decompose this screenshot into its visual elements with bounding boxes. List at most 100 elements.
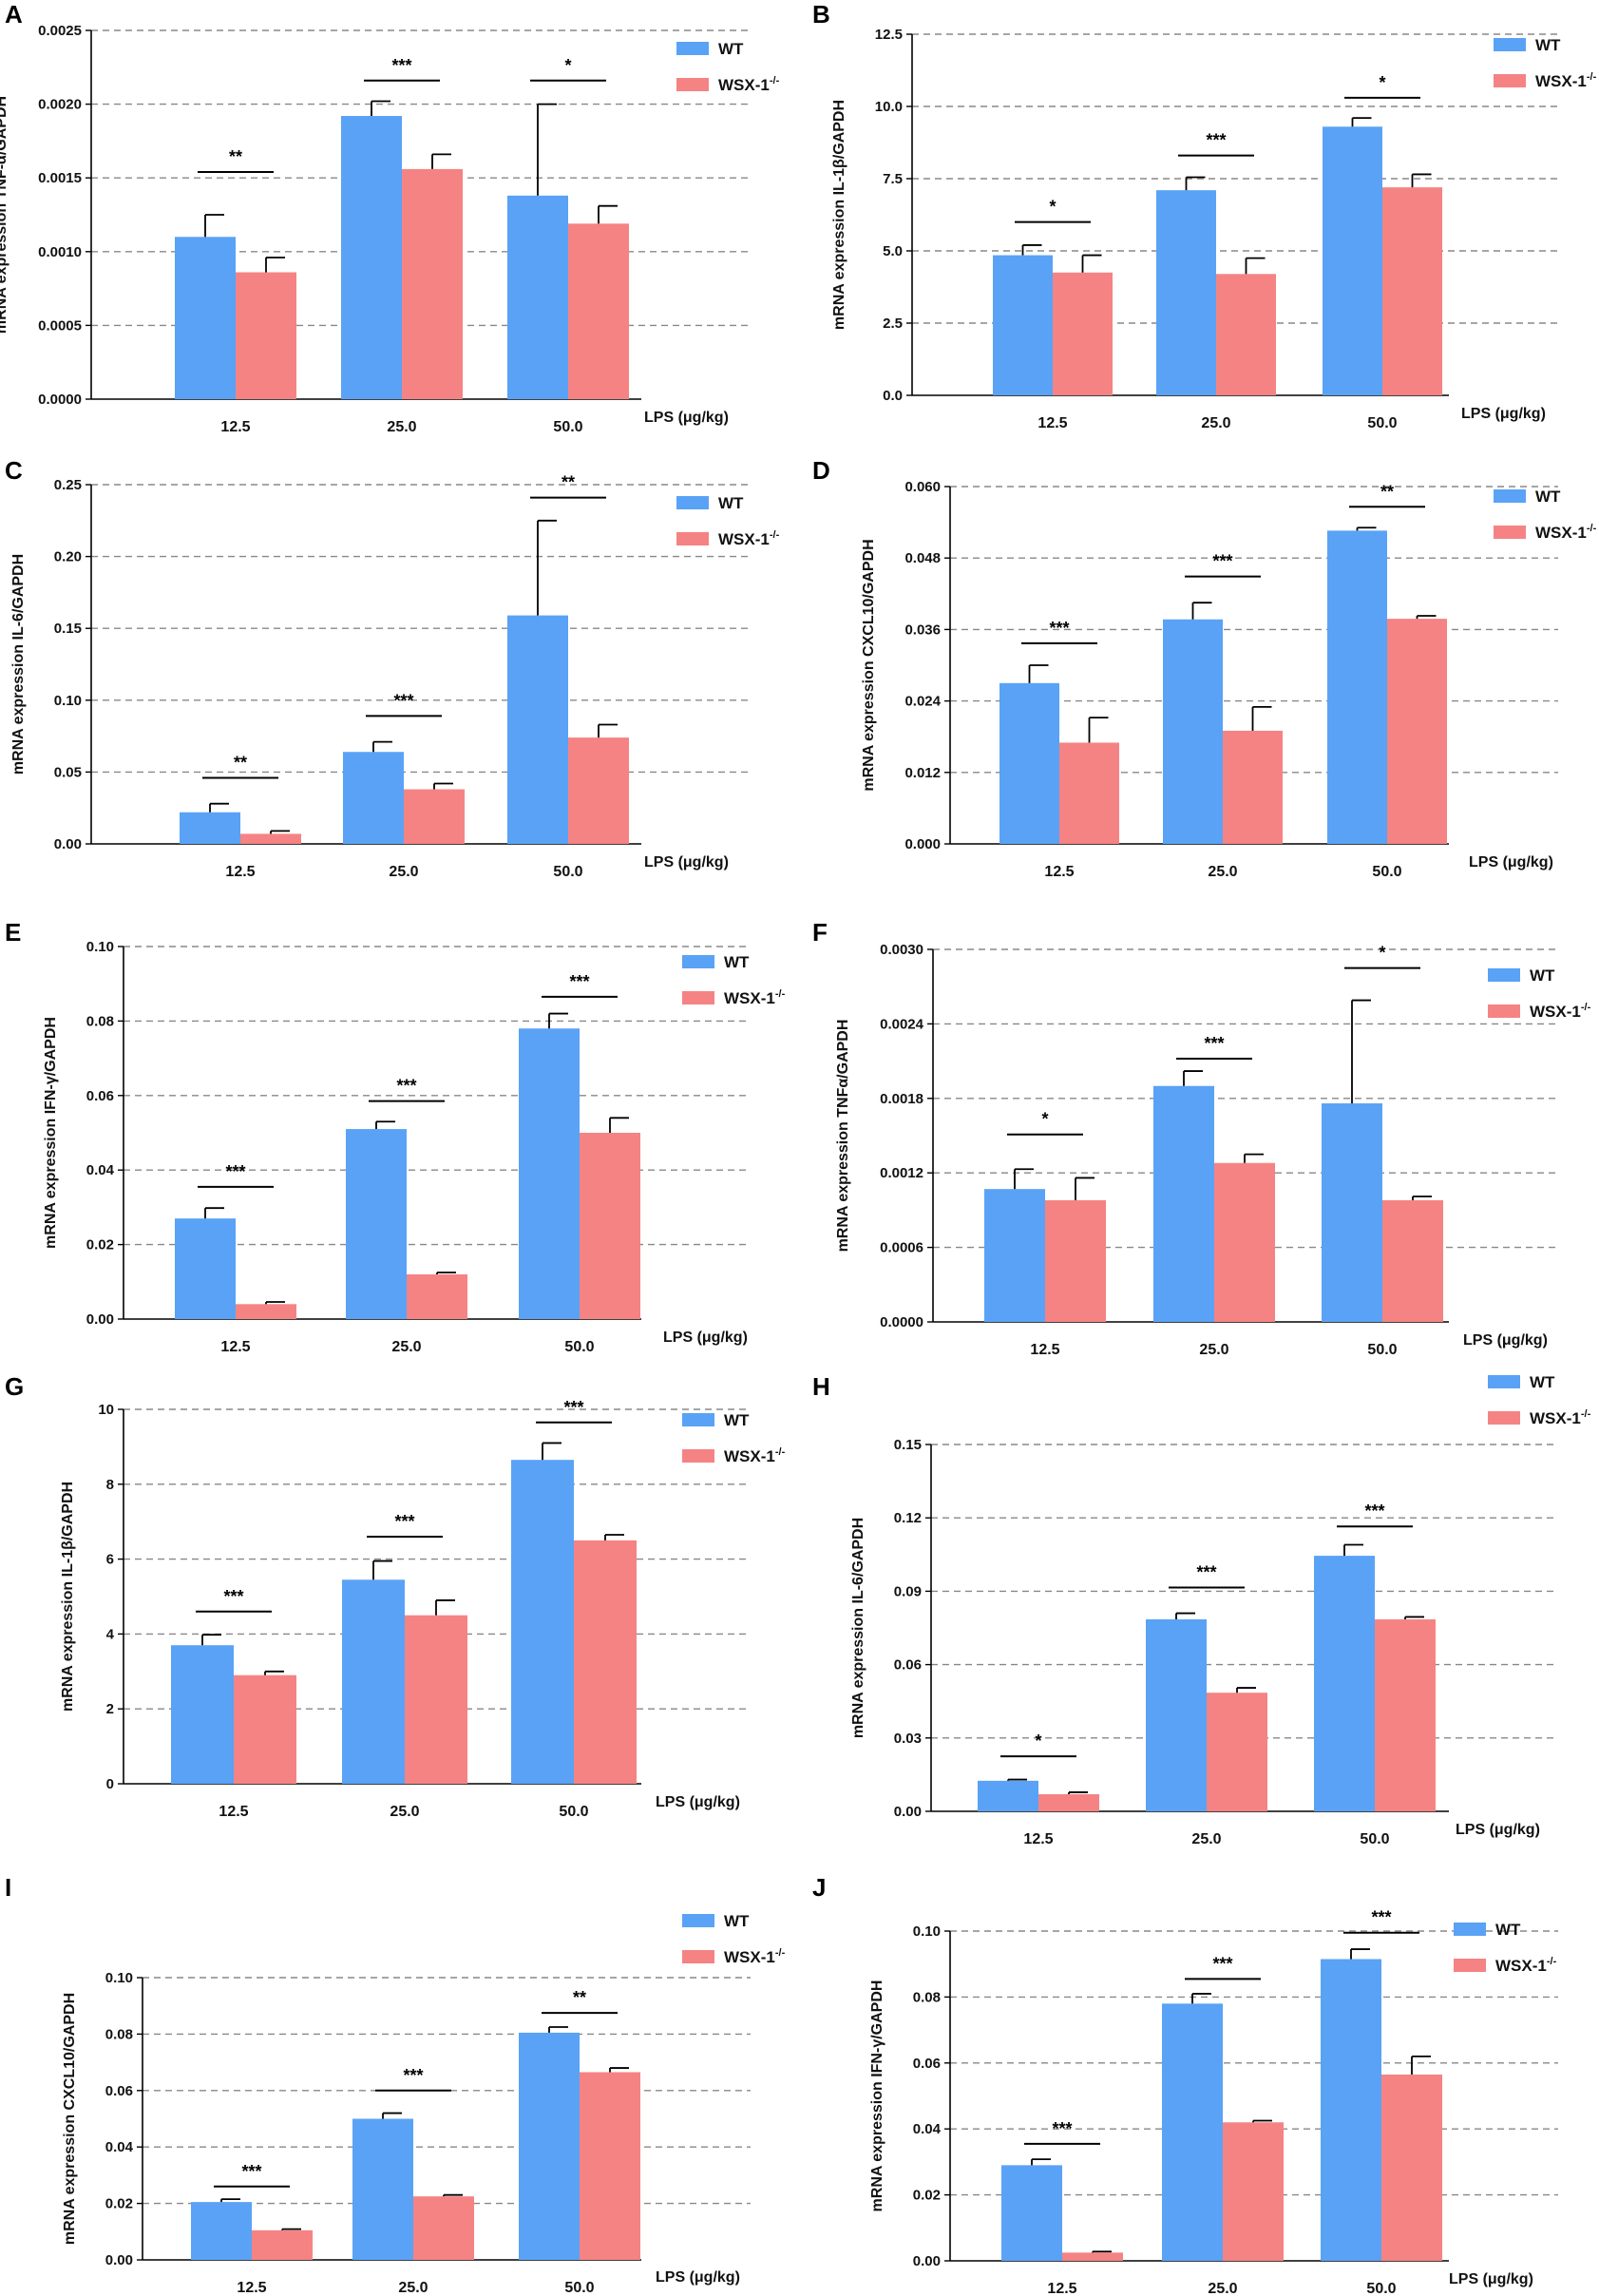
bar-wt <box>984 1189 1045 1322</box>
legend-swatch-wt <box>1488 1375 1520 1388</box>
y-tick-label: 0.10 <box>54 693 82 709</box>
bar-wsx1-ko <box>1375 1618 1436 1811</box>
significance-marker: *** <box>225 1162 245 1181</box>
y-tick-label: 0.0 <box>883 388 903 404</box>
significance-marker: *** <box>241 2162 261 2181</box>
x-axis-label: LPS (μg/kg) <box>1449 2271 1533 2287</box>
legend-swatch-wsx1-ko <box>1488 1004 1520 1018</box>
panel-letter: F <box>812 918 828 947</box>
bar-wsx1-ko <box>1059 742 1119 844</box>
category-label: 12.5 <box>1047 2281 1076 2296</box>
x-axis-label: LPS (μg/kg) <box>644 854 729 871</box>
legend-swatch-wt <box>1454 1923 1486 1936</box>
legend: WT WSX-1-/- <box>676 494 780 548</box>
panel-f: F 0.0000 0.0006 0.0012 0.0018 0.0024 0.0030 mRN… <box>812 918 1591 1358</box>
legend-label-wt: WT <box>724 953 750 971</box>
y-tick-label: 0.04 <box>105 2139 134 2155</box>
significance-marker: * <box>1041 1110 1048 1129</box>
bar-wt <box>171 1645 234 1784</box>
panel-letter: J <box>812 1873 826 1902</box>
bar-wt <box>1001 2165 1062 2261</box>
category-label: 25.0 <box>387 419 416 435</box>
significance-marker: *** <box>391 56 411 75</box>
panel-h: H 0.00 0.03 0.06 0.09 0.12 0.15 mRNA expression… <box>812 1372 1591 1847</box>
y-tick-label: 0.10 <box>86 939 114 955</box>
y-tick-label: 0.04 <box>913 2121 942 2137</box>
legend-swatch-wsx1-ko <box>676 78 709 91</box>
bar-wsx1-ko <box>1223 730 1283 844</box>
bar-wsx1-ko <box>1387 619 1447 844</box>
bar-wsx1-ko <box>1038 1793 1099 1811</box>
legend-swatch-wt <box>1494 38 1526 51</box>
bar-wt <box>993 255 1053 395</box>
bar-wt <box>1321 1959 1381 2261</box>
y-tick-label: 0.0005 <box>38 317 82 334</box>
significance-marker: ** <box>1380 482 1394 501</box>
legend-swatch-wsx1-ko <box>676 532 709 545</box>
bar-wsx1-ko <box>1382 1199 1443 1322</box>
bar-wsx1-ko <box>236 1304 296 1319</box>
bar-wt <box>511 1460 574 1784</box>
y-tick-label: 0.00 <box>105 2252 133 2268</box>
y-axis-label: mRNA expression CXCL10/GAPDH <box>62 1993 78 2245</box>
bar-wsx1-ko <box>252 2229 313 2260</box>
legend-swatch-wsx1-ko <box>1494 74 1526 87</box>
legend-label-wt: WT <box>1535 488 1561 506</box>
bar-wsx1-ko <box>402 168 463 399</box>
y-tick-label: 0.15 <box>54 621 82 637</box>
significance-marker: *** <box>569 972 589 991</box>
panel-e: E 0.00 0.02 0.04 0.06 0.08 0.10 mRNA expression… <box>5 918 786 1355</box>
significance-marker: *** <box>1196 1563 1216 1582</box>
bar-wt <box>175 237 236 399</box>
y-tick-label: 0.0012 <box>880 1165 923 1181</box>
legend-label-wsx1-ko: WSX-1-/- <box>1530 1002 1591 1021</box>
legend: WT WSX-1-/- <box>1494 488 1597 542</box>
y-axis-label: mRNA expression IL-6/GAPDH <box>850 1518 866 1738</box>
bar-wsx1-ko <box>1207 1693 1267 1811</box>
y-tick-label: 0.08 <box>86 1013 114 1029</box>
bar-wt <box>519 1028 580 1319</box>
category-label: 50.0 <box>1367 415 1397 431</box>
legend-label-wsx1-ko: WSX-1-/- <box>718 529 780 548</box>
significance-marker: *** <box>1204 1034 1224 1053</box>
y-tick-label: 0.06 <box>913 2056 941 2072</box>
legend: WT WSX-1-/- <box>682 1411 786 1465</box>
category-label: 12.5 <box>225 864 255 880</box>
panel-g: G 0 2 4 6 8 10 mRNA expression IL-1β/GAPDH 12.5 *… <box>5 1372 786 1820</box>
bar-wsx1-ko <box>1216 274 1276 395</box>
x-axis-label: LPS (μg/kg) <box>656 2269 740 2286</box>
y-tick-label: 0.0020 <box>38 97 82 113</box>
y-tick-label: 0.02 <box>913 2188 941 2204</box>
legend-label-wt: WT <box>1530 966 1555 985</box>
y-tick-label: 10 <box>98 1402 114 1418</box>
panel-a: A 0.0000 0.0005 0.0010 0.0015 0.0020 0.0025 mRN… <box>0 0 780 435</box>
significance-marker: * <box>1379 944 1385 963</box>
legend-label-wsx1-ko: WSX-1-/- <box>1530 1408 1591 1427</box>
legend-swatch-wt <box>682 1413 714 1426</box>
significance-marker: ** <box>562 473 575 492</box>
y-tick-label: 5.0 <box>883 243 903 259</box>
panel-letter: D <box>812 456 830 485</box>
category-label: 25.0 <box>398 2280 428 2296</box>
category-label: 25.0 <box>390 1804 419 1820</box>
category-label: 25.0 <box>389 864 418 880</box>
legend-label-wsx1-ko: WSX-1-/- <box>724 1446 786 1465</box>
y-tick-label: 0.04 <box>86 1162 115 1178</box>
bar-wt <box>191 2202 252 2260</box>
legend-label-wsx1-ko: WSX-1-/- <box>1535 71 1597 90</box>
category-label: 50.0 <box>1372 864 1401 880</box>
panel-letter: H <box>812 1372 830 1401</box>
panel-letter: I <box>5 1873 11 1902</box>
y-tick-label: 0.036 <box>904 622 941 638</box>
legend-label-wsx1-ko: WSX-1-/- <box>1495 1956 1557 1975</box>
bar-wsx1-ko <box>580 1133 640 1319</box>
category-label: 50.0 <box>553 419 582 435</box>
bar-wt <box>978 1780 1038 1811</box>
bar-wsx1-ko <box>413 2196 474 2260</box>
y-axis-label: mRNA expression IFN-γ/GAPDH <box>43 1017 59 1249</box>
y-tick-label: 7.5 <box>883 171 903 187</box>
category-label: 12.5 <box>1030 1342 1059 1358</box>
category-label: 12.5 <box>1037 415 1067 431</box>
legend-swatch-wt <box>676 42 709 55</box>
significance-marker: *** <box>1212 552 1232 571</box>
